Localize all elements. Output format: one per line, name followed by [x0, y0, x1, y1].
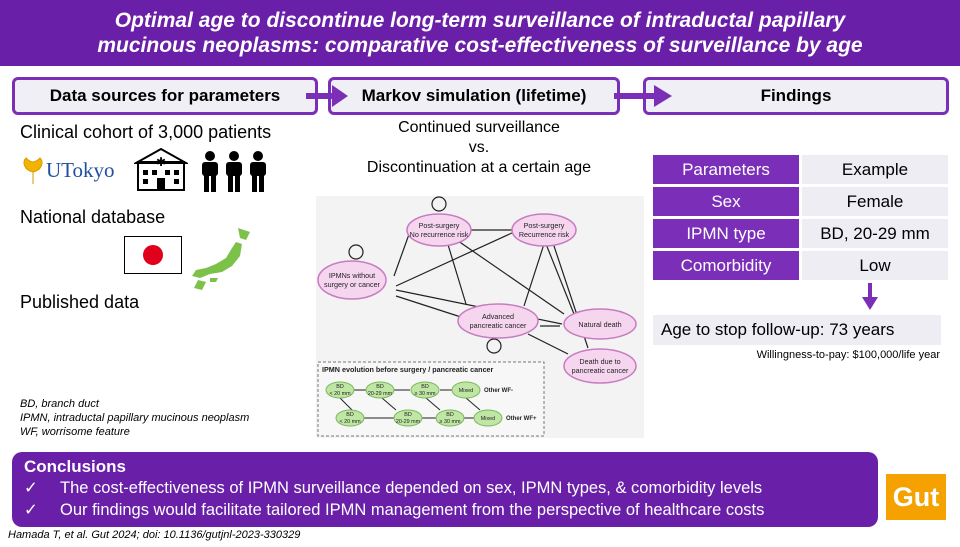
- evo-r1-n4: Mixed: [459, 388, 473, 394]
- table-row: Sex Female: [653, 187, 948, 216]
- table-cell: Comorbidity: [653, 251, 799, 280]
- evo-r2-n3-b: ≥ 30 mm: [440, 419, 461, 425]
- arrow-right-icon: [306, 85, 348, 107]
- evo-r2-n1-a: BD: [346, 412, 354, 418]
- abbr-wf: WF, worrisome feature: [20, 426, 130, 438]
- evolution-labels: BD < 20 mm BD 20-29 mm BD ≥ 30 mm Mixed …: [329, 384, 495, 425]
- evolution-nodes: [325, 381, 503, 427]
- abbr-bd: BD, branch duct: [20, 398, 99, 410]
- abbreviations: BD, branch duct IPMN, intraductal papill…: [20, 397, 249, 439]
- evo-row1-label: Other WF-: [484, 388, 513, 394]
- markov-line-2: vs.: [468, 139, 490, 156]
- title-banner: Optimal age to discontinue long-term sur…: [0, 0, 960, 66]
- cohort-text: Clinical cohort of 3,000 patients: [20, 122, 272, 142]
- ginkgo-leaf-icon: [23, 157, 43, 184]
- parameters-table: Parameters Example Sex Female IPMN type …: [653, 152, 948, 283]
- evo-r1-n3-b: ≥ 30 mm: [415, 391, 436, 397]
- table-row: IPMN type BD, 20-29 mm: [653, 219, 948, 248]
- evo-r2-n4: Mixed: [481, 416, 495, 422]
- evo-r1-n1-a: BD: [336, 384, 344, 390]
- abbr-ipmn: IPMN, intraductal papillary mucinous neo…: [20, 412, 250, 424]
- title-line-2: mucinous neoplasms: comparative cost-eff…: [97, 34, 863, 57]
- state-nodes: [317, 213, 637, 384]
- svg-text:✱: ✱: [156, 155, 166, 169]
- table-cell: Female: [799, 187, 948, 216]
- section-data-sources: Data sources for parameters: [12, 77, 318, 115]
- published-data-text: Published data: [20, 292, 140, 312]
- japan-map-icon: [192, 228, 250, 290]
- markov-comparison: Continued surveillance vs. Discontinuati…: [328, 118, 630, 178]
- evo-r2-n2-a: BD: [404, 412, 412, 418]
- conclusions-title: Conclusions: [24, 457, 127, 476]
- state-post-no-rec-sub: No recurrence risk: [410, 230, 469, 239]
- section-markov: Markov simulation (lifetime): [328, 77, 620, 115]
- state-death-pc: Death due to: [579, 357, 620, 366]
- japan-flag-icon: [124, 236, 182, 274]
- evo-r2-n3-a: BD: [446, 412, 454, 418]
- evo-r1-n1-b: < 20 mm: [329, 391, 351, 397]
- patients-icon: [202, 151, 266, 192]
- section-findings: Findings: [643, 77, 949, 115]
- markov-diagram: Post-surgery No recurrence risk Post-sur…: [316, 196, 644, 438]
- table-row: Comorbidity Low: [653, 251, 948, 280]
- check-icon: ✓: [24, 501, 38, 519]
- conclusion-item: ✓ The cost-effectiveness of IPMN surveil…: [24, 477, 866, 499]
- citation: Hamada T, et al. Gut 2024; doi: 10.1136/…: [8, 529, 301, 541]
- evo-row2-label: Other WF+: [506, 416, 537, 422]
- table-cell: Sex: [653, 187, 799, 216]
- national-db-text: National database: [20, 207, 166, 227]
- table-cell: BD, 20-29 mm: [799, 219, 948, 248]
- arrow-right-icon: [614, 85, 672, 107]
- evo-r1-n2-b: 20-29 mm: [368, 391, 393, 397]
- self-loops: [348, 196, 502, 354]
- table-cell: IPMN type: [653, 219, 799, 248]
- evo-r2-n1-b: < 20 mm: [339, 419, 361, 425]
- table-header-cell: Parameters: [653, 155, 799, 184]
- conclusion-item: ✓ Our findings would facilitate tailored…: [24, 499, 866, 521]
- state-post-rec-sub: Recurrence risk: [519, 230, 570, 239]
- state-death-pc-sub: pancreatic cancer: [572, 366, 629, 375]
- state-ipmn: IPMNs without: [329, 271, 375, 280]
- gut-journal-logo: Gut: [886, 474, 946, 520]
- utokyo-logo: UTokyo: [46, 158, 115, 182]
- title-line-1: Optimal age to discontinue long-term sur…: [114, 9, 846, 32]
- willingness-to-pay: Willingness-to-pay: $100,000/life year: [756, 349, 940, 361]
- evo-r1-n2-a: BD: [376, 384, 384, 390]
- table-header-cell: Example: [799, 155, 948, 184]
- markov-line-1: Continued surveillance: [398, 119, 560, 136]
- state-post-no-rec: Post-surgery: [419, 221, 460, 230]
- hospital-icon: ✱: [134, 147, 188, 191]
- check-icon: ✓: [24, 479, 38, 497]
- evo-r1-n3-a: BD: [421, 384, 429, 390]
- evolution-title: IPMN evolution before surgery / pancreat…: [322, 365, 494, 374]
- arrow-down-icon: [862, 283, 878, 310]
- finding-age-to-stop: Age to stop follow-up: 73 years: [653, 315, 941, 345]
- state-advanced: Advanced: [482, 312, 514, 321]
- conclusion-text: The cost-effectiveness of IPMN surveilla…: [60, 479, 763, 497]
- evo-r2-n2-b: 20-29 mm: [396, 419, 421, 425]
- table-header-row: Parameters Example: [653, 155, 948, 184]
- conclusions-box: Conclusions ✓ The cost-effectiveness of …: [12, 452, 878, 527]
- markov-line-3: Discontinuation at a certain age: [366, 159, 592, 176]
- state-post-rec: Post-surgery: [524, 221, 565, 230]
- state-natural-death: Natural death: [578, 320, 621, 329]
- conclusion-text: Our findings would facilitate tailored I…: [60, 501, 765, 519]
- table-cell: Low: [799, 251, 948, 280]
- state-advanced-sub: pancreatic cancer: [470, 321, 527, 330]
- state-ipmn-sub: surgery or cancer: [324, 280, 381, 289]
- evolution-arrows: [339, 389, 481, 419]
